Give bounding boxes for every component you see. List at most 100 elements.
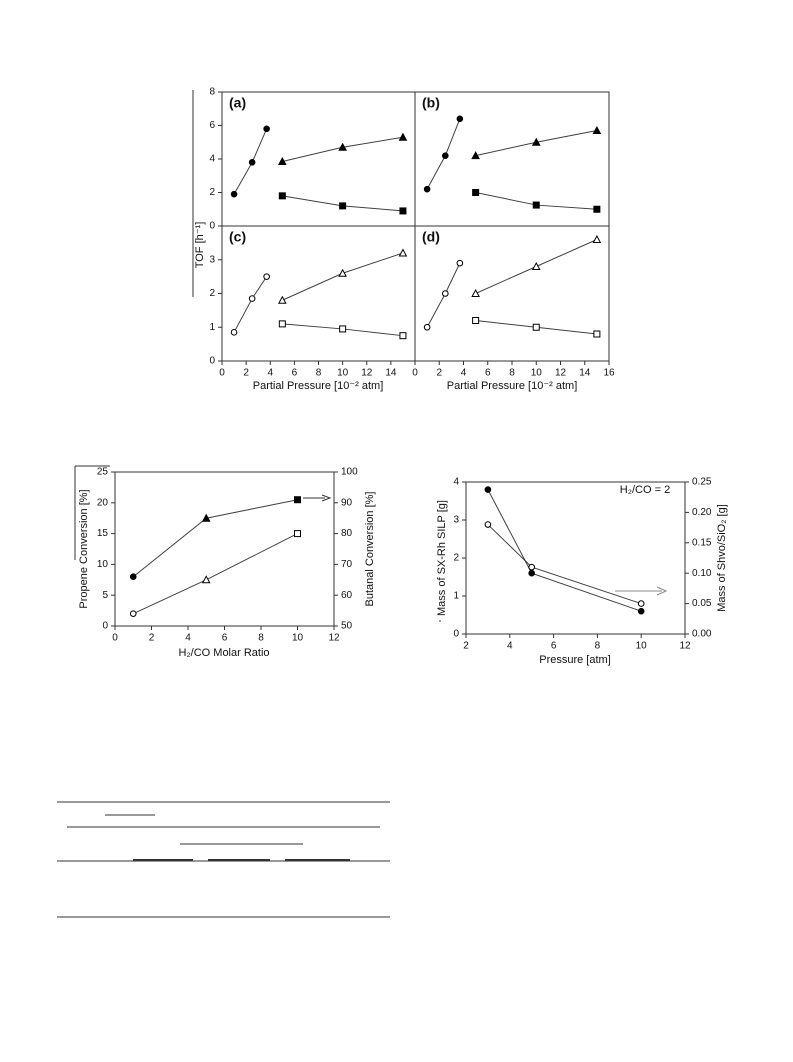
marker [294, 530, 301, 538]
marker [201, 575, 211, 584]
y-tick-label: 4 [453, 477, 459, 488]
panel-label: (d) [422, 229, 440, 245]
marker [528, 563, 536, 571]
marker [277, 156, 287, 166]
panel-label: (b) [422, 95, 440, 111]
marker [532, 201, 540, 209]
marker [278, 320, 286, 328]
x-tick-label: 6 [551, 641, 557, 652]
marker [129, 573, 137, 581]
marker [278, 192, 286, 200]
x-tick-label: 10 [636, 641, 648, 652]
y-tick-label: 3 [209, 254, 215, 265]
x-tick-label: 16 [603, 368, 615, 379]
y2-tick-label: 100 [341, 467, 358, 478]
marker [442, 152, 449, 159]
y-tick-label: 25 [97, 467, 109, 478]
marker [129, 610, 137, 617]
marker [338, 268, 347, 277]
marker [637, 600, 645, 607]
x-tick-label: 8 [595, 641, 601, 652]
marker [471, 151, 480, 160]
marker [531, 261, 541, 270]
y-tick-label: 8 [209, 87, 215, 98]
arrow-head [656, 586, 668, 596]
marker [339, 202, 347, 210]
marker [528, 569, 536, 577]
fit-line [233, 276, 268, 333]
x-tick-label: 12 [328, 633, 340, 644]
plot-frame [465, 481, 686, 635]
y2-tick-label: 0.15 [692, 537, 712, 548]
y-tick-label: 0 [102, 621, 108, 632]
marker [338, 142, 347, 151]
marker [456, 115, 464, 123]
x-tick-label: 0 [219, 368, 225, 379]
y2-tick-label: 0.05 [692, 598, 712, 609]
x-tick-label: 8 [258, 633, 264, 644]
y-tick-label: 1 [453, 591, 459, 602]
marker [339, 325, 347, 333]
marker [230, 190, 238, 198]
y-tick-label: 4 [209, 154, 215, 165]
marker [398, 248, 408, 257]
plot-frame [414, 91, 610, 227]
marker [248, 159, 256, 166]
y-tick-label: 0 [209, 221, 215, 232]
x-tick-label: 12 [555, 368, 567, 379]
x-tick-label: 0 [112, 633, 118, 644]
marker [201, 513, 211, 522]
marker [263, 125, 270, 133]
y2-tick-label: 90 [341, 497, 353, 508]
y2-axis-label: Butanal Conversion [%] [364, 492, 376, 607]
y-axis-label: Mass of SX-Rh SILP [g] [436, 500, 448, 616]
y-tick-label: 2 [453, 553, 459, 564]
panel-label: (c) [229, 229, 246, 245]
y-tick-label: 5 [102, 590, 108, 601]
fit-line [487, 524, 642, 605]
marker [230, 329, 238, 336]
plot-frame [114, 471, 335, 627]
x-tick-label: 4 [507, 641, 513, 652]
marker [532, 323, 540, 331]
y2-tick-label: 0.10 [692, 568, 712, 579]
panel-label: (a) [229, 95, 246, 111]
marker [399, 207, 407, 215]
marker [593, 205, 601, 213]
marker [399, 332, 407, 340]
x-axis-label: H₂/CO Molar Ratio [178, 647, 269, 659]
x-axis-label: Pressure [atm] [539, 654, 611, 666]
marker [423, 323, 431, 331]
marker [593, 330, 601, 338]
y2-tick-label: 50 [341, 621, 353, 632]
x-tick-label: 6 [485, 368, 491, 379]
fit-line [133, 533, 298, 615]
y-tick-label: 0 [209, 356, 215, 367]
table-rules [57, 801, 390, 918]
marker [471, 288, 480, 297]
y2-tick-label: 0.20 [692, 507, 712, 518]
x-tick-label: 6 [292, 368, 298, 379]
x-tick-label: 2 [243, 368, 249, 379]
y-axis-label: Propene Conversion [%] [78, 489, 90, 608]
x-tick-label: 10 [337, 368, 349, 379]
y-tick-label: 2 [209, 288, 215, 299]
y-tick-label: 2 [209, 187, 215, 198]
x-tick-label: 4 [267, 368, 273, 379]
marker [442, 290, 449, 297]
marker [248, 295, 256, 302]
x-tick-label: 12 [679, 641, 691, 652]
y-tick-label: 15 [97, 528, 109, 539]
annotation: H₂/CO = 2 [620, 484, 670, 496]
y-tick-label: 3 [453, 515, 459, 526]
y-tick-label: 10 [97, 559, 109, 570]
x-tick-label: 6 [222, 633, 228, 644]
x-tick-label: 2 [436, 368, 442, 379]
marker [294, 496, 301, 504]
y-tick-label: 20 [97, 497, 109, 508]
marker [277, 295, 287, 304]
fit-line [132, 499, 298, 578]
y2-tick-label: 0.25 [692, 477, 712, 488]
y2-tick-label: 60 [341, 590, 353, 601]
